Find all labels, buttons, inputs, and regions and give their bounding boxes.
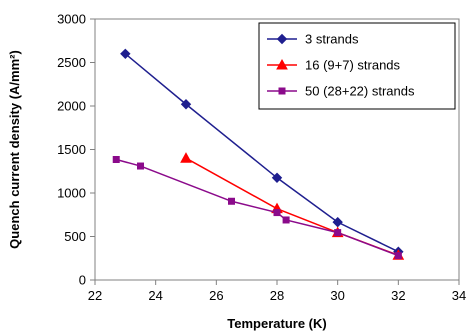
data-point [137, 162, 144, 170]
x-tick-label: 32 [391, 288, 405, 303]
data-point [228, 197, 235, 205]
data-point [271, 172, 283, 183]
x-tick-label: 24 [148, 288, 162, 303]
x-axis-title: Temperature (K) [227, 316, 326, 331]
legend-item: 3 strands [267, 32, 359, 47]
y-tick-label: 2000 [57, 99, 86, 114]
legend-swatch-marker [276, 33, 288, 45]
series-3 [112, 156, 402, 260]
legend-label: 3 strands [305, 32, 359, 47]
legend-swatch-marker [278, 87, 286, 95]
x-tick-label: 28 [270, 288, 284, 303]
data-point [394, 252, 402, 260]
data-point [334, 229, 342, 237]
y-tick-label: 3000 [57, 12, 86, 27]
y-tick-label: 1500 [57, 142, 86, 157]
data-point [120, 48, 131, 60]
axes: 22 24 26 28 30 32 34 0 500 1000 1500 2000 2500 3000 [57, 12, 466, 304]
legend-swatch-marker [276, 58, 288, 70]
y-axis-title: Quench current density (A/mm²) [7, 50, 22, 249]
series-layer [112, 48, 405, 260]
data-point [180, 152, 192, 163]
y-tick-label: 500 [64, 229, 86, 244]
data-point [273, 209, 281, 217]
data-point [282, 216, 290, 224]
legend-item: 16 (9+7) strands [267, 58, 401, 73]
x-tick-label: 22 [88, 288, 102, 303]
data-point [180, 99, 192, 110]
legend-label: 16 (9+7) strands [305, 58, 401, 73]
y-tick-label: 1000 [57, 186, 86, 201]
x-tick-label: 26 [209, 288, 223, 303]
x-tick-label: 34 [452, 288, 466, 303]
legend: 3 strands 16 (9+7) strands 50 (28+22) stra… [258, 22, 456, 110]
data-point [112, 156, 120, 164]
legend-label: 50 (28+22) strands [305, 84, 415, 99]
y-tick-label: 0 [79, 273, 86, 288]
legend-item: 50 (28+22) strands [267, 84, 415, 99]
y-tick-label: 2500 [57, 55, 86, 70]
legend-box [258, 22, 456, 110]
x-tick-label: 30 [330, 288, 344, 303]
